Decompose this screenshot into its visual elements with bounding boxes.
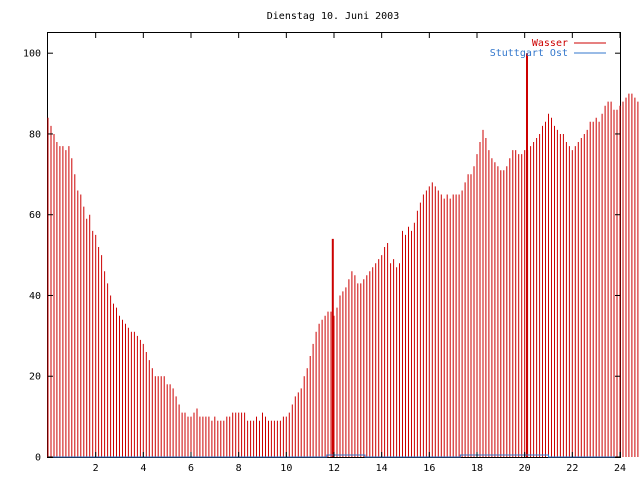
series-spikes bbox=[331, 53, 528, 457]
series-bars bbox=[47, 93, 639, 457]
x-tick-label-1: 4 bbox=[140, 463, 146, 474]
x-tick-label-6: 14 bbox=[376, 463, 388, 474]
x-tick-label-2: 6 bbox=[188, 463, 194, 474]
legend-label-1: Wasser bbox=[532, 38, 568, 49]
legend-entry-1: Wasser bbox=[532, 38, 606, 49]
x-tick-label-9: 20 bbox=[519, 463, 531, 474]
x-axis: 2 4 6 8 10 12 14 16 18 20 22 24 bbox=[93, 33, 626, 474]
x-tick-label-11: 24 bbox=[614, 463, 626, 474]
x-tick-label-7: 16 bbox=[423, 463, 435, 474]
y-tick-label-4: 80 bbox=[29, 129, 41, 140]
legend-entry-2: Stuttgart Ost bbox=[490, 48, 606, 59]
line-stuttgart-ost bbox=[48, 454, 620, 458]
legend: Wasser Stuttgart Ost bbox=[490, 38, 606, 59]
series-line bbox=[48, 454, 620, 458]
y-axis: 0 20 40 60 80 100 bbox=[23, 49, 620, 464]
x-tick-label-0: 2 bbox=[93, 463, 99, 474]
x-tick-label-4: 10 bbox=[280, 463, 292, 474]
x-tick-label-10: 22 bbox=[566, 463, 578, 474]
legend-label-2: Stuttgart Ost bbox=[490, 48, 568, 59]
y-tick-label-3: 60 bbox=[29, 210, 41, 221]
x-tick-label-3: 8 bbox=[236, 463, 242, 474]
x-tick-label-5: 12 bbox=[328, 463, 340, 474]
chart-title: Dienstag 10. Juni 2003 bbox=[267, 11, 399, 22]
y-tick-label-5: 100 bbox=[23, 49, 41, 60]
y-tick-label-1: 20 bbox=[29, 372, 41, 383]
y-tick-label-0: 0 bbox=[35, 453, 41, 464]
y-tick-label-2: 40 bbox=[29, 291, 41, 302]
x-tick-label-8: 18 bbox=[471, 463, 483, 474]
